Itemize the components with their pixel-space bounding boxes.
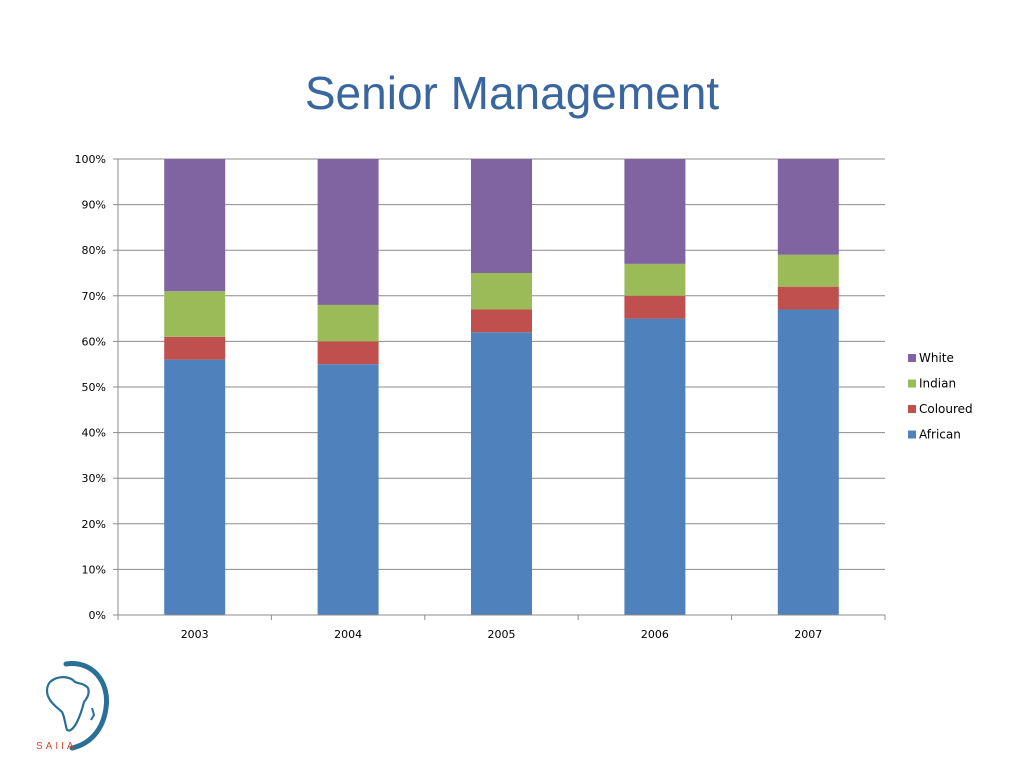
bar-coloured-2003 bbox=[164, 336, 226, 360]
bar-coloured-2004 bbox=[317, 341, 379, 365]
x-tick-label: 2007 bbox=[794, 628, 822, 641]
y-tick-label: 30% bbox=[82, 472, 106, 485]
legend-label-coloured: Coloured bbox=[919, 402, 973, 416]
x-tick-label: 2006 bbox=[641, 628, 669, 641]
y-tick-label: 70% bbox=[82, 290, 106, 303]
madagascar-icon bbox=[90, 707, 96, 721]
bar-white-2006 bbox=[624, 159, 686, 264]
logo-ring-icon bbox=[63, 661, 110, 751]
bar-indian-2006 bbox=[624, 263, 686, 296]
africa-outline-icon bbox=[45, 676, 90, 732]
y-tick-label: 50% bbox=[82, 381, 106, 394]
legend: White Indian Coloured African bbox=[908, 351, 973, 442]
bar-white-2004 bbox=[317, 159, 379, 305]
y-tick-label: 100% bbox=[75, 153, 106, 166]
bar-white-2003 bbox=[164, 159, 226, 292]
y-tick-label: 10% bbox=[82, 563, 106, 576]
slide-title: Senior Management bbox=[304, 67, 720, 119]
y-tick-label: 20% bbox=[82, 518, 106, 531]
bar-african-2004 bbox=[317, 364, 379, 615]
bar-indian-2007 bbox=[777, 254, 839, 287]
y-tick-label: 0% bbox=[89, 609, 106, 622]
bar-indian-2003 bbox=[164, 291, 226, 337]
legend-swatch-indian bbox=[908, 379, 916, 388]
bar-coloured-2007 bbox=[777, 286, 839, 310]
bar-african-2007 bbox=[777, 309, 839, 615]
bar-indian-2004 bbox=[317, 304, 379, 342]
bar-african-2003 bbox=[164, 359, 226, 615]
bar-coloured-2005 bbox=[471, 309, 532, 333]
axes: 0% 10% 20% 30% 40% 50% 60% 70% 80% 90% 100% 2003 200… bbox=[75, 153, 886, 641]
y-tick-label: 60% bbox=[82, 335, 106, 348]
bar-african-2005 bbox=[471, 332, 532, 615]
legend-label-white: White bbox=[919, 351, 954, 365]
legend-swatch-coloured bbox=[908, 405, 916, 413]
bar-coloured-2006 bbox=[624, 295, 686, 319]
logo-text: SAIIA bbox=[36, 741, 77, 752]
stacked-bar-chart: 0% 10% 20% 30% 40% 50% 60% 70% 80% 90% 100% 2003 200… bbox=[75, 153, 973, 641]
legend-label-african: African bbox=[919, 428, 961, 442]
saiia-logo: SAIIA bbox=[36, 661, 110, 752]
legend-swatch-african bbox=[908, 430, 916, 439]
bars bbox=[164, 159, 839, 615]
bar-white-2005 bbox=[471, 159, 532, 273]
bar-white-2007 bbox=[777, 159, 839, 255]
y-tick-label: 80% bbox=[82, 244, 106, 257]
bar-indian-2005 bbox=[471, 273, 532, 310]
y-tick-label: 40% bbox=[82, 427, 106, 440]
x-tick-label: 2005 bbox=[488, 628, 516, 641]
bar-african-2006 bbox=[624, 318, 686, 615]
legend-label-indian: Indian bbox=[919, 377, 956, 391]
x-tick-label: 2003 bbox=[181, 628, 209, 641]
legend-swatch-white bbox=[908, 354, 916, 362]
y-tick-label: 90% bbox=[82, 199, 106, 212]
x-tick-label: 2004 bbox=[334, 628, 362, 641]
